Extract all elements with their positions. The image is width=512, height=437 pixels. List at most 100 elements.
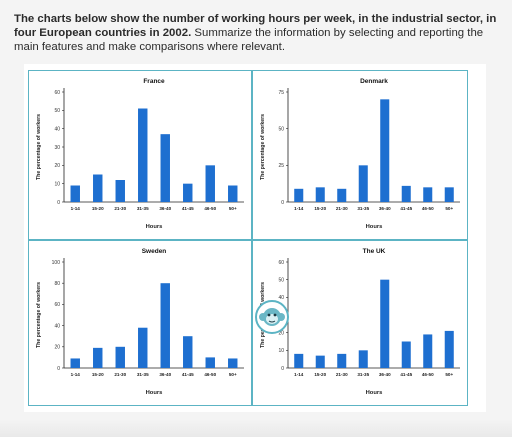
chart-1-bar-36-40 bbox=[380, 99, 390, 202]
monkey-logo-icon bbox=[255, 300, 289, 334]
chart-3-bar-31-35 bbox=[358, 350, 368, 368]
chart-0-ytick-label: 50 bbox=[54, 108, 60, 114]
chart-1-xtick-label: 36-40 bbox=[379, 206, 391, 211]
chart-3-xtick-label: 50+ bbox=[445, 372, 453, 377]
task-prompt: The charts below show the number of work… bbox=[14, 12, 502, 55]
chart-3-bar-46-50 bbox=[423, 334, 433, 368]
chart-1-ylabel: The percentage of workers bbox=[260, 114, 266, 180]
chart-0-ytick-label: 0 bbox=[57, 200, 60, 206]
chart-1-xlabel: Hours bbox=[366, 224, 383, 230]
chart-0-title: France bbox=[143, 78, 165, 85]
chart-0-xtick-label: 31-35 bbox=[137, 206, 149, 211]
chart-2-xlabel: Hours bbox=[146, 390, 163, 396]
panel-frame-denmark bbox=[252, 70, 468, 240]
chart-1-bar-50+ bbox=[444, 187, 454, 202]
task-prompt-text: Summarize the information by selecting a… bbox=[14, 27, 484, 54]
chart-2-xtick-label: 21-30 bbox=[114, 372, 126, 377]
chart-1-ytick-label: 0 bbox=[281, 200, 284, 206]
chart-2-xtick-label: 50+ bbox=[229, 372, 237, 377]
chart-2-bar-50+ bbox=[228, 358, 238, 368]
chart-3-xtick-label: 15-20 bbox=[314, 372, 326, 377]
chart-0-ytick-label: 10 bbox=[54, 181, 60, 187]
chart-0-ytick-label: 60 bbox=[54, 90, 60, 96]
chart-0-bar-15-20 bbox=[93, 174, 103, 202]
chart-1-bar-21-30 bbox=[337, 188, 347, 202]
panel-frame-uk bbox=[252, 240, 468, 406]
chart-2-ytick-label: 60 bbox=[54, 302, 60, 308]
chart-3-title: The UK bbox=[363, 248, 386, 255]
chart-2-bar-36-40 bbox=[160, 283, 170, 368]
chart-2-ylabel: The percentage of workers bbox=[36, 282, 42, 348]
chart-1-ytick-label: 25 bbox=[278, 163, 284, 169]
chart-1-xtick-label: 31-35 bbox=[357, 206, 369, 211]
chart-3-ytick-label: 0 bbox=[281, 366, 284, 372]
chart-2-xtick-label: 1-14 bbox=[71, 372, 81, 377]
chart-0-bar-50+ bbox=[228, 185, 238, 202]
chart-1-bar-31-35 bbox=[358, 165, 368, 202]
chart-0-xlabel: Hours bbox=[146, 224, 163, 230]
chart-2-ytick-label: 20 bbox=[54, 345, 60, 351]
chart-1-title: Denmark bbox=[360, 78, 388, 85]
chart-2-xtick-label: 41-45 bbox=[182, 372, 194, 377]
chart-0-bar-1-14 bbox=[70, 185, 80, 202]
chart-2-bar-1-14 bbox=[70, 358, 80, 368]
chart-1-xtick-label: 21-30 bbox=[336, 206, 348, 211]
chart-1-bar-46-50 bbox=[423, 187, 433, 202]
chart-0-ytick-label: 40 bbox=[54, 126, 60, 132]
chart-3-bar-50+ bbox=[444, 330, 454, 368]
chart-1-xtick-label: 41-45 bbox=[400, 206, 412, 211]
chart-3-ytick-label: 50 bbox=[278, 277, 284, 283]
chart-3-bar-36-40 bbox=[380, 279, 390, 368]
chart-1-xtick-label: 46-50 bbox=[422, 206, 434, 211]
chart-0-xtick-label: 36-40 bbox=[159, 206, 171, 211]
chart-2-xtick-label: 31-35 bbox=[137, 372, 149, 377]
chart-2-xtick-label: 15-20 bbox=[92, 372, 104, 377]
chart-0-ylabel: The percentage of workers bbox=[36, 114, 42, 180]
chart-1-xtick-label: 1-14 bbox=[294, 206, 304, 211]
chart-2-xtick-label: 36-40 bbox=[159, 372, 171, 377]
chart-3-ytick-label: 60 bbox=[278, 260, 284, 266]
chart-3-ytick-label: 20 bbox=[278, 330, 284, 336]
page-bottom-strip bbox=[0, 419, 512, 437]
panel-frame-france bbox=[28, 70, 252, 240]
chart-0-bar-46-50 bbox=[205, 165, 215, 202]
chart-2-bar-15-20 bbox=[93, 347, 103, 368]
chart-1-ytick-label: 75 bbox=[278, 90, 284, 96]
chart-0-bar-41-45 bbox=[183, 183, 193, 202]
chart-0-xtick-label: 41-45 bbox=[182, 206, 194, 211]
chart-3-xtick-label: 21-30 bbox=[336, 372, 348, 377]
chart-3-xtick-label: 36-40 bbox=[379, 372, 391, 377]
chart-0-bar-31-35 bbox=[138, 108, 148, 202]
chart-3-xtick-label: 46-50 bbox=[422, 372, 434, 377]
chart-1-bar-15-20 bbox=[315, 187, 325, 202]
chart-figure: France The percentage of workers Hours 0 10 2… bbox=[24, 64, 486, 412]
panel-frame-sweden bbox=[28, 240, 252, 406]
chart-2-bar-41-45 bbox=[183, 336, 193, 368]
chart-2-bar-21-30 bbox=[115, 346, 125, 368]
chart-3-bar-1-14 bbox=[294, 353, 304, 368]
chart-3-xtick-label: 1-14 bbox=[294, 372, 304, 377]
chart-0-ytick-label: 30 bbox=[54, 145, 60, 151]
chart-0-xtick-label: 21-30 bbox=[114, 206, 126, 211]
chart-0-xtick-label: 15-20 bbox=[92, 206, 104, 211]
chart-sweden: Sweden The percentage of workers Hours 0 20 4… bbox=[36, 248, 244, 396]
task-prompt-bold: The charts below show the number of work… bbox=[14, 13, 497, 40]
chart-0-xtick-label: 46-50 bbox=[204, 206, 216, 211]
chart-0-ytick-label: 20 bbox=[54, 163, 60, 169]
chart-1-bar-41-45 bbox=[401, 185, 411, 202]
chart-2-bar-31-35 bbox=[138, 327, 148, 368]
chart-3-ytick-label: 40 bbox=[278, 295, 284, 301]
chart-3-bar-15-20 bbox=[315, 355, 325, 368]
chart-0-bar-36-40 bbox=[160, 134, 170, 202]
chart-2-ytick-label: 100 bbox=[52, 260, 61, 266]
chart-0-bar-21-30 bbox=[115, 180, 125, 202]
chart-3-xtick-label: 41-45 bbox=[400, 372, 412, 377]
chart-2-ytick-label: 80 bbox=[54, 281, 60, 287]
chart-0-xtick-label: 50+ bbox=[229, 206, 237, 211]
chart-1-bar-1-14 bbox=[294, 188, 304, 202]
chart-1-xtick-label: 15-20 bbox=[314, 206, 326, 211]
chart-3-xlabel: Hours bbox=[366, 390, 383, 396]
chart-1-xtick-label: 50+ bbox=[445, 206, 453, 211]
chart-0-xtick-label: 1-14 bbox=[71, 206, 81, 211]
chart-2-ytick-label: 0 bbox=[57, 366, 60, 372]
